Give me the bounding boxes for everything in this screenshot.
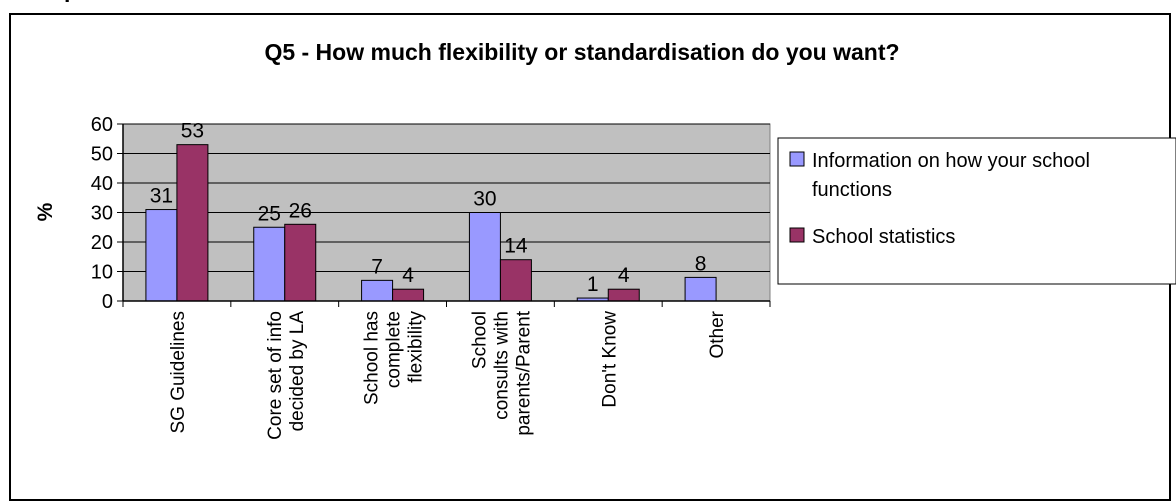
y-tick-label: 10 bbox=[91, 262, 113, 284]
chart-title: Q5 - How much flexibility or standardisa… bbox=[264, 39, 899, 65]
data-label: 31 bbox=[150, 185, 173, 208]
bar-series-1 bbox=[684, 276, 717, 302]
legend-label: Information on how your school bbox=[812, 150, 1090, 172]
y-axis-ticks: 0 10 20 30 40 50 60 bbox=[91, 114, 123, 313]
data-label: 8 bbox=[695, 252, 707, 275]
category-label-line: consults with bbox=[491, 311, 512, 420]
bar-series-2 bbox=[499, 259, 532, 302]
y-tick-label: 50 bbox=[91, 144, 113, 166]
x-axis-ticks bbox=[122, 301, 771, 307]
legend-box bbox=[777, 137, 1176, 285]
data-label: 1 bbox=[587, 273, 599, 296]
y-tick-label: 40 bbox=[91, 173, 113, 195]
category-label: SG Guidelines bbox=[168, 311, 189, 434]
category-label-line: Don't Know bbox=[599, 311, 620, 408]
bar-series-1 bbox=[361, 279, 394, 302]
y-tick-label: 60 bbox=[91, 114, 113, 136]
bar-series-2 bbox=[392, 288, 425, 302]
y-tick-label: 0 bbox=[102, 291, 113, 313]
bar-series-2 bbox=[607, 288, 640, 302]
legend: Information on how your school functions S… bbox=[789, 150, 1090, 248]
category-label-line: Other bbox=[707, 310, 728, 358]
data-label: 53 bbox=[181, 120, 204, 143]
legend-swatch bbox=[789, 151, 805, 167]
category-label: School consults with parents/Parent bbox=[469, 310, 534, 435]
y-axis-label: % bbox=[34, 202, 57, 221]
category-label-line: complete bbox=[384, 311, 405, 388]
data-labels: 31 25 7 30 1 8 53 26 4 14 4 bbox=[150, 120, 707, 296]
data-label: 4 bbox=[402, 264, 414, 287]
bar-series-2 bbox=[176, 144, 209, 302]
bar-series-2 bbox=[284, 223, 317, 302]
category-label: Core set of info decided by LA bbox=[265, 311, 308, 440]
category-label-line: decided by LA bbox=[287, 311, 308, 432]
bar-series-1 bbox=[253, 226, 286, 302]
category-labels: SG Guidelines Core set of info decided by … bbox=[168, 310, 728, 440]
category-label-line: School bbox=[469, 311, 490, 369]
category-label-line: School has bbox=[362, 311, 383, 405]
data-label: 4 bbox=[618, 264, 630, 287]
y-tick-label: 20 bbox=[91, 232, 113, 254]
category-label: Other bbox=[707, 310, 728, 358]
category-label-line: Core set of info bbox=[265, 311, 286, 440]
category-label-line: SG Guidelines bbox=[168, 311, 189, 434]
category-label: School has complete flexibility bbox=[362, 311, 427, 406]
bar-series-1 bbox=[468, 212, 501, 302]
category-label: Don't Know bbox=[599, 311, 620, 408]
category-label-line: parents/Parent bbox=[513, 310, 534, 435]
bars bbox=[145, 144, 717, 302]
y-tick-label: 30 bbox=[91, 203, 113, 225]
legend-label: functions bbox=[812, 179, 892, 201]
data-label: 7 bbox=[371, 255, 383, 278]
data-label: 25 bbox=[258, 202, 281, 225]
legend-label: School statistics bbox=[812, 226, 955, 248]
data-label: 30 bbox=[473, 188, 496, 211]
data-label: 14 bbox=[504, 235, 528, 258]
grid-lines bbox=[123, 123, 770, 272]
bar-series-1 bbox=[145, 209, 178, 302]
header-fragment: p bbox=[64, 0, 78, 2]
legend-swatch bbox=[789, 227, 805, 243]
category-label-line: flexibility bbox=[406, 311, 427, 383]
data-label: 26 bbox=[289, 199, 312, 222]
